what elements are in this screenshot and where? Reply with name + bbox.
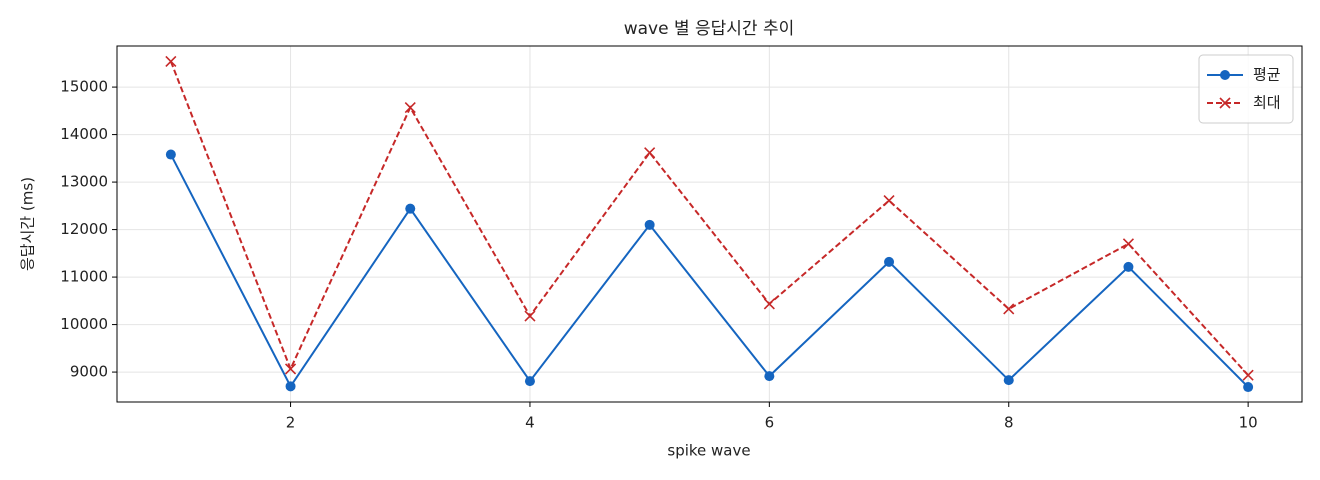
data-point — [1122, 238, 1135, 250]
data-point — [284, 363, 297, 375]
data-point — [763, 298, 775, 310]
data-point — [1243, 382, 1254, 393]
data-point — [1123, 261, 1134, 272]
data-point — [644, 219, 655, 230]
x-tick-label: 2 — [286, 414, 296, 432]
y-tick-label: 13000 — [60, 173, 108, 191]
data-point — [1003, 375, 1014, 386]
data-point — [165, 55, 177, 68]
y-tick-label: 11000 — [60, 268, 108, 286]
x-tick-label: 8 — [1004, 414, 1014, 432]
chart-title: wave 별 응답시간 추이 — [624, 19, 795, 39]
series-line — [169, 154, 1249, 389]
x-tick-label: 6 — [765, 414, 775, 432]
legend-marker — [1220, 70, 1230, 80]
data-point — [884, 256, 895, 267]
series-line — [169, 61, 1249, 376]
data-point — [883, 195, 895, 207]
y-tick-label: 15000 — [60, 78, 108, 96]
x-axis-label: spike wave — [667, 442, 750, 460]
data-point — [404, 101, 416, 114]
y-axis-label: 응답시간 (ms) — [19, 177, 37, 271]
y-tick-label: 14000 — [60, 125, 108, 143]
data-point — [285, 381, 296, 392]
data-point — [644, 147, 656, 159]
data-point — [524, 310, 536, 322]
y-tick-label: 10000 — [60, 315, 108, 333]
legend-label: 최대 — [1253, 94, 1281, 112]
x-tick-label: 10 — [1239, 414, 1258, 432]
plot-frame — [116, 45, 1303, 403]
legend-marker — [1219, 97, 1231, 109]
y-tick-label: 12000 — [60, 220, 108, 238]
x-tick-label: 4 — [525, 414, 535, 432]
y-tick-label: 9000 — [70, 363, 108, 381]
data-point — [764, 371, 775, 382]
data-point — [1242, 369, 1254, 381]
data-point — [405, 203, 416, 214]
data-point — [1003, 303, 1015, 315]
data-point — [524, 376, 535, 387]
legend-label: 평균 — [1253, 66, 1281, 84]
data-point — [165, 149, 176, 160]
